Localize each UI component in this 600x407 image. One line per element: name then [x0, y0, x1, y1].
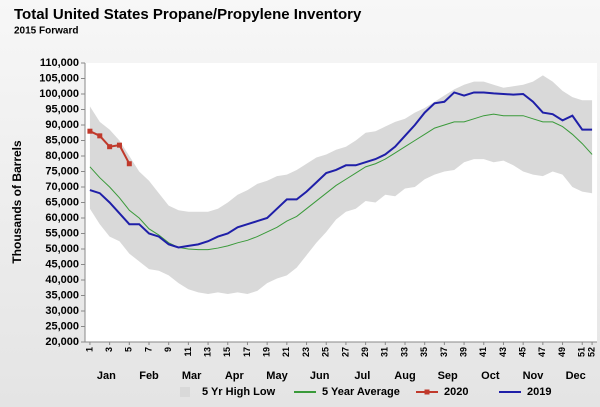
x-tick-label: 19: [262, 347, 272, 357]
x-tick-label: 33: [399, 347, 409, 357]
x-tick-label: 37: [439, 347, 449, 357]
y-tick-label: 70,000: [45, 181, 79, 193]
y-tick-label: 45,000: [45, 258, 79, 270]
y-tick-label: 65,000: [45, 196, 79, 208]
x-tick-label: 51: [577, 347, 587, 357]
month-label: Jan: [97, 370, 116, 382]
x-tick-label: 5: [124, 347, 134, 352]
series-line: [89, 91, 593, 249]
month-label: Apr: [225, 370, 245, 382]
legend-label: 5 Yr High Low: [202, 386, 276, 398]
x-tick-label: 31: [380, 347, 390, 357]
legend-label: 5 Year Average: [322, 386, 400, 398]
month-label: Feb: [139, 370, 159, 382]
y-tick-label: 20,000: [45, 336, 79, 348]
x-tick-label: 47: [537, 347, 547, 357]
month-label: Dec: [566, 370, 586, 382]
x-tick-label: 7: [143, 347, 153, 352]
y-tick-label: 105,000: [39, 72, 79, 84]
month-label: Jun: [310, 370, 330, 382]
x-tick-label: 23: [301, 347, 311, 357]
chart-title: Total United States Propane/Propylene In…: [14, 6, 362, 23]
x-tick-label: 3: [104, 347, 114, 352]
point-marker: [107, 144, 113, 150]
x-tick-label: 29: [360, 347, 370, 357]
y-tick-label: 30,000: [45, 305, 79, 317]
legend-marker: [424, 389, 430, 395]
x-tick-label: 11: [183, 347, 193, 357]
month-label: Nov: [523, 370, 545, 382]
x-tick-label: 41: [478, 347, 488, 357]
point-marker: [116, 142, 122, 148]
chart-subtitle: 2015 Forward: [14, 26, 78, 37]
y-tick-label: 60,000: [45, 212, 79, 224]
y-tick-label: 95,000: [45, 103, 79, 115]
x-tick-label: 27: [340, 347, 350, 357]
month-label: Oct: [481, 370, 500, 382]
month-label: Sep: [438, 370, 458, 382]
x-tick-label: 15: [222, 347, 232, 357]
y-tick-label: 85,000: [45, 134, 79, 146]
month-label: Aug: [394, 370, 415, 382]
point-marker: [87, 128, 93, 134]
x-tick-label: 21: [281, 347, 291, 357]
y-axis-label: Thousands of Barrels: [10, 140, 24, 264]
legend-swatch: [180, 387, 190, 397]
month-label: Mar: [182, 370, 202, 382]
y-tick-label: 50,000: [45, 243, 79, 255]
x-tick-label: 52: [586, 347, 596, 357]
high-low-band: [89, 75, 593, 294]
y-tick-label: 110,000: [40, 57, 79, 69]
point-marker: [126, 161, 132, 167]
y-tick-label: 90,000: [45, 119, 79, 131]
legend-label: 2020: [444, 386, 468, 398]
x-tick-label: 39: [458, 347, 468, 357]
x-tick-label: 49: [557, 347, 567, 357]
y-tick-label: 55,000: [45, 227, 79, 239]
legend-label: 2019: [527, 386, 551, 398]
x-tick-label: 35: [419, 347, 429, 357]
y-tick-label: 100,000: [39, 88, 79, 100]
x-tick-label: 45: [518, 347, 528, 357]
y-tick-label: 25,000: [45, 320, 79, 332]
x-tick-label: 17: [242, 347, 252, 357]
month-label: Jul: [354, 370, 370, 382]
y-tick-label: 80,000: [45, 150, 79, 162]
x-tick-label: 13: [202, 347, 212, 357]
y-tick-label: 75,000: [45, 165, 79, 177]
point-marker: [97, 133, 103, 139]
x-tick-label: 43: [498, 347, 508, 357]
x-tick-label: 25: [321, 347, 331, 357]
x-tick-label: 1: [84, 347, 94, 352]
y-tick-label: 35,000: [45, 289, 79, 301]
x-tick-label: 9: [163, 347, 173, 352]
month-label: May: [266, 370, 288, 382]
y-tick-label: 40,000: [45, 274, 79, 286]
